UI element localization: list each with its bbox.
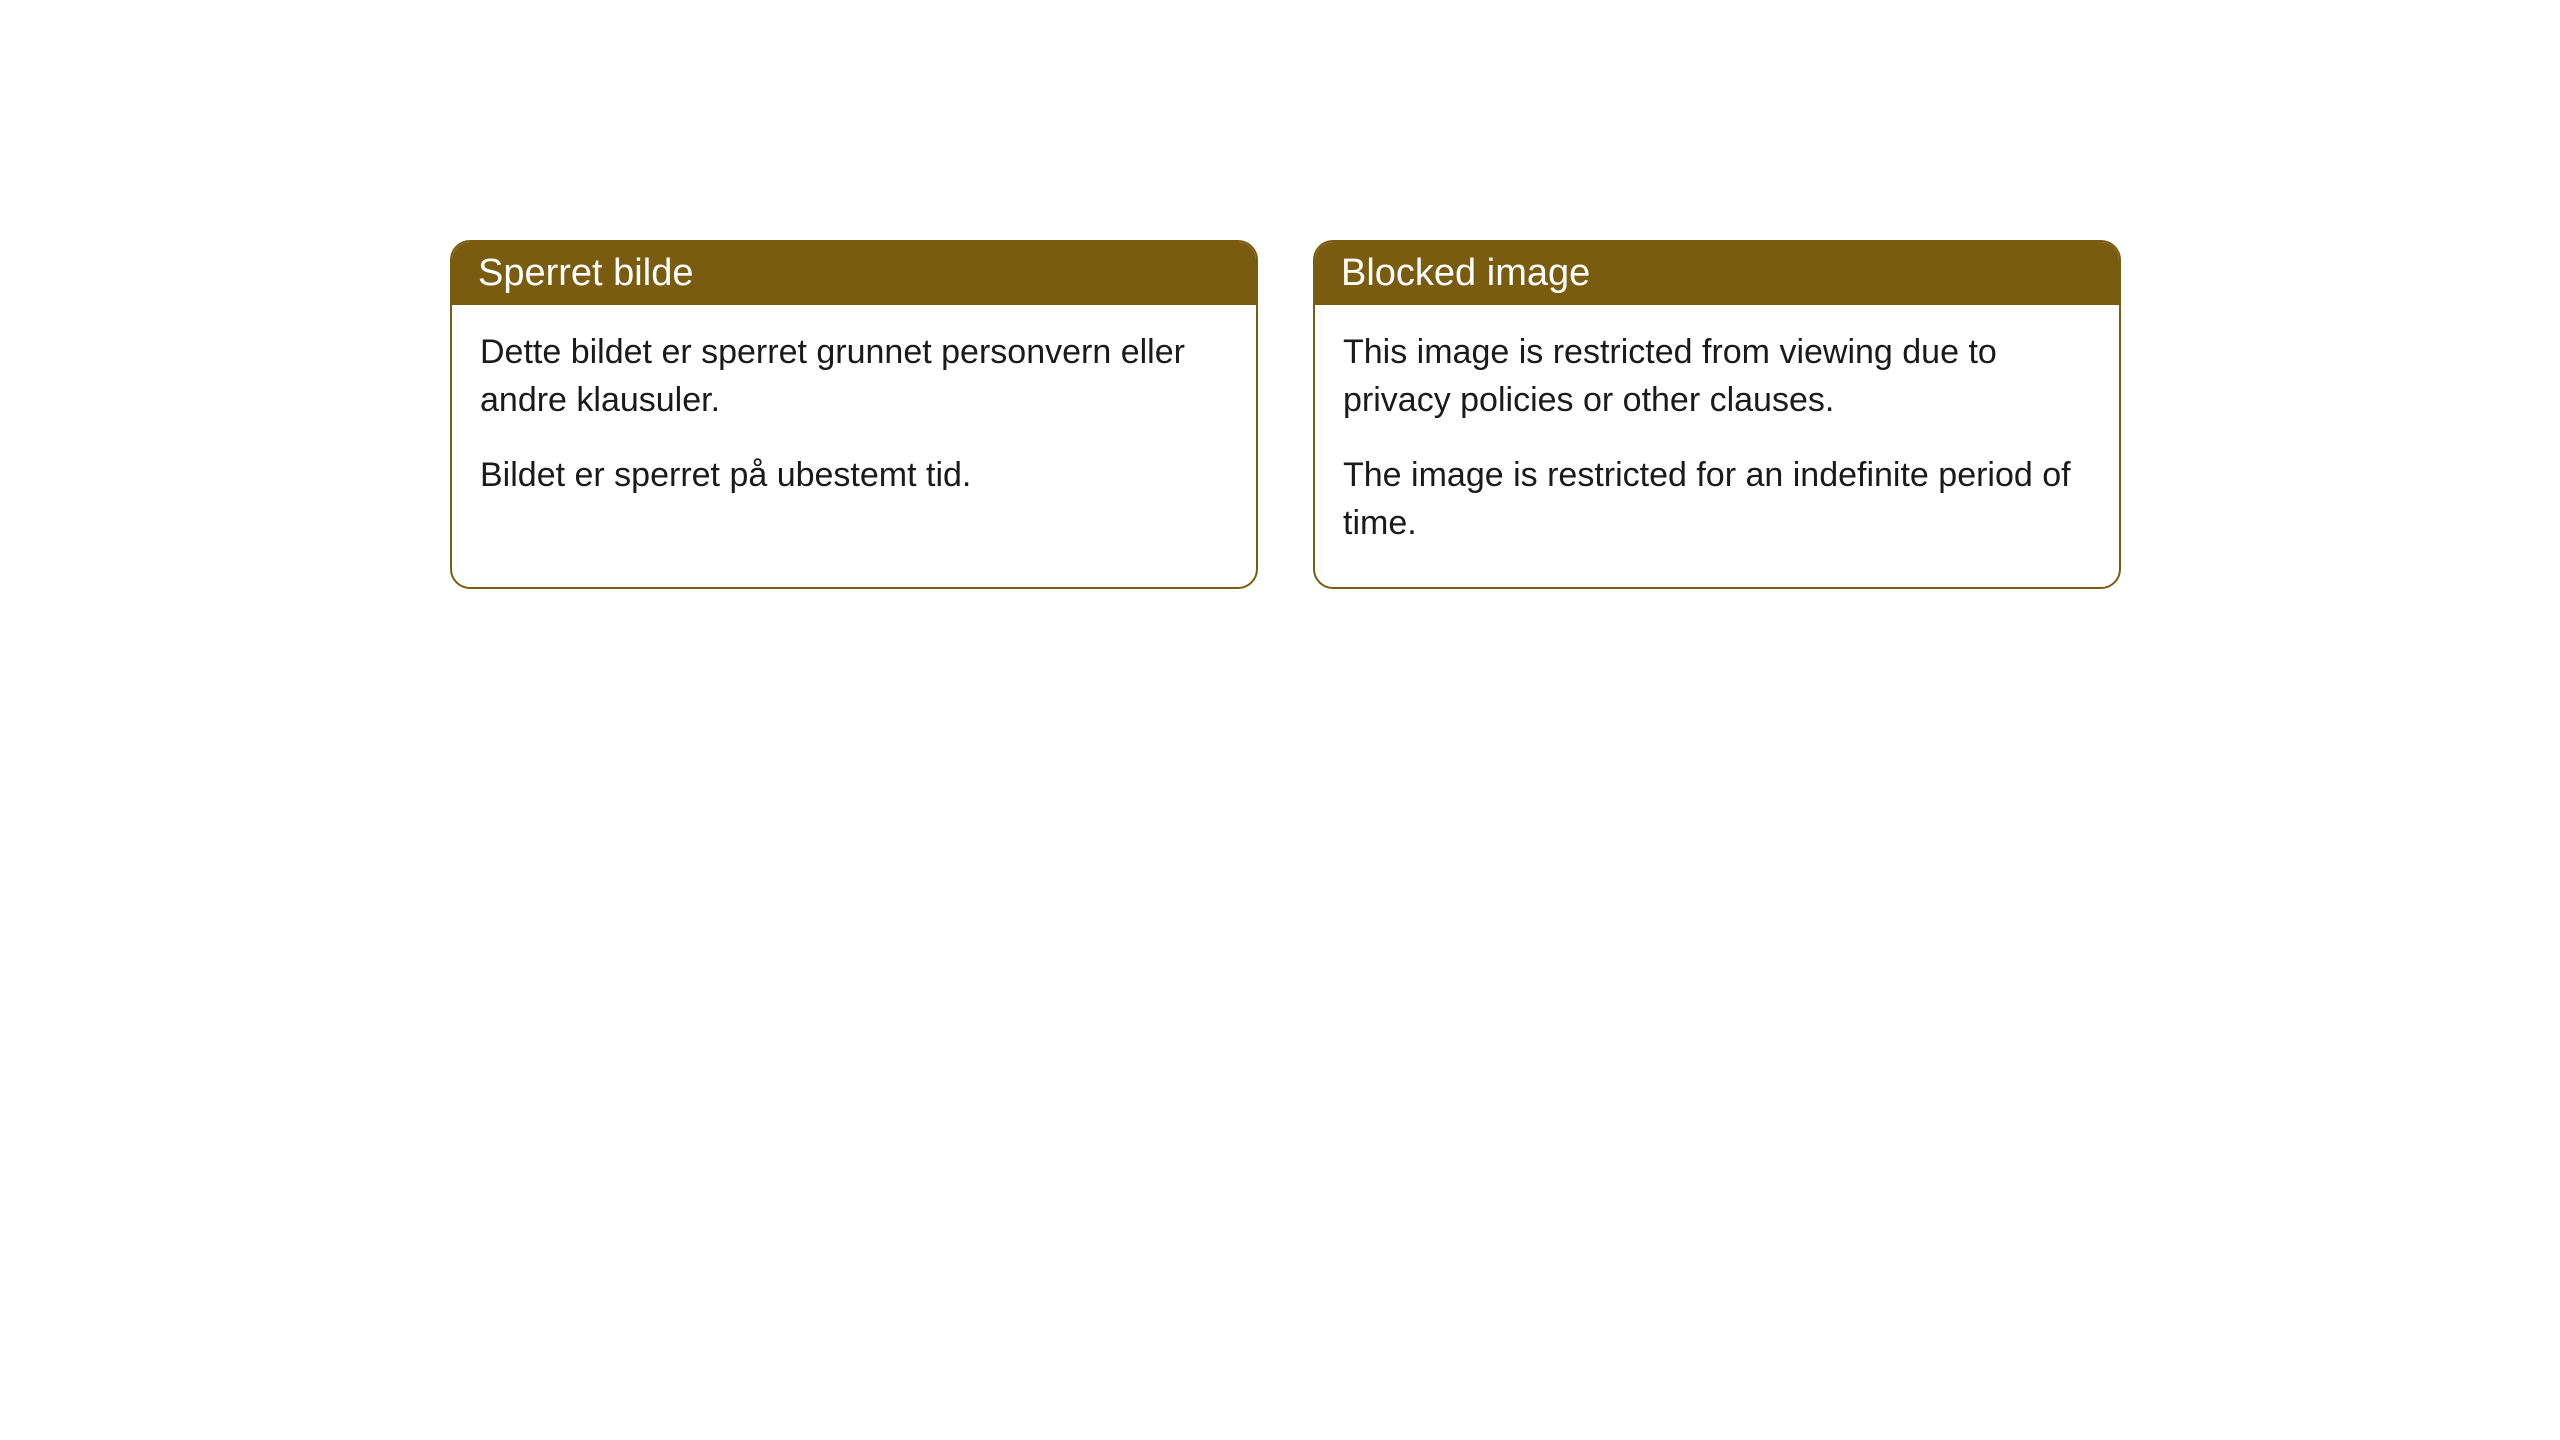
blocked-image-card-en: Blocked image This image is restricted f… [1313, 240, 2121, 589]
card-paragraph: Dette bildet er sperret grunnet personve… [480, 329, 1228, 424]
card-header: Sperret bilde [452, 242, 1256, 305]
card-container: Sperret bilde Dette bildet er sperret gr… [0, 0, 2560, 589]
card-body: This image is restricted from viewing du… [1315, 305, 2119, 587]
card-title: Blocked image [1341, 252, 1590, 294]
card-paragraph: The image is restricted for an indefinit… [1343, 452, 2091, 547]
card-header: Blocked image [1315, 242, 2119, 305]
card-paragraph: This image is restricted from viewing du… [1343, 329, 2091, 424]
card-paragraph: Bildet er sperret på ubestemt tid. [480, 452, 1228, 500]
blocked-image-card-no: Sperret bilde Dette bildet er sperret gr… [450, 240, 1258, 589]
card-title: Sperret bilde [478, 252, 693, 294]
card-body: Dette bildet er sperret grunnet personve… [452, 305, 1256, 540]
